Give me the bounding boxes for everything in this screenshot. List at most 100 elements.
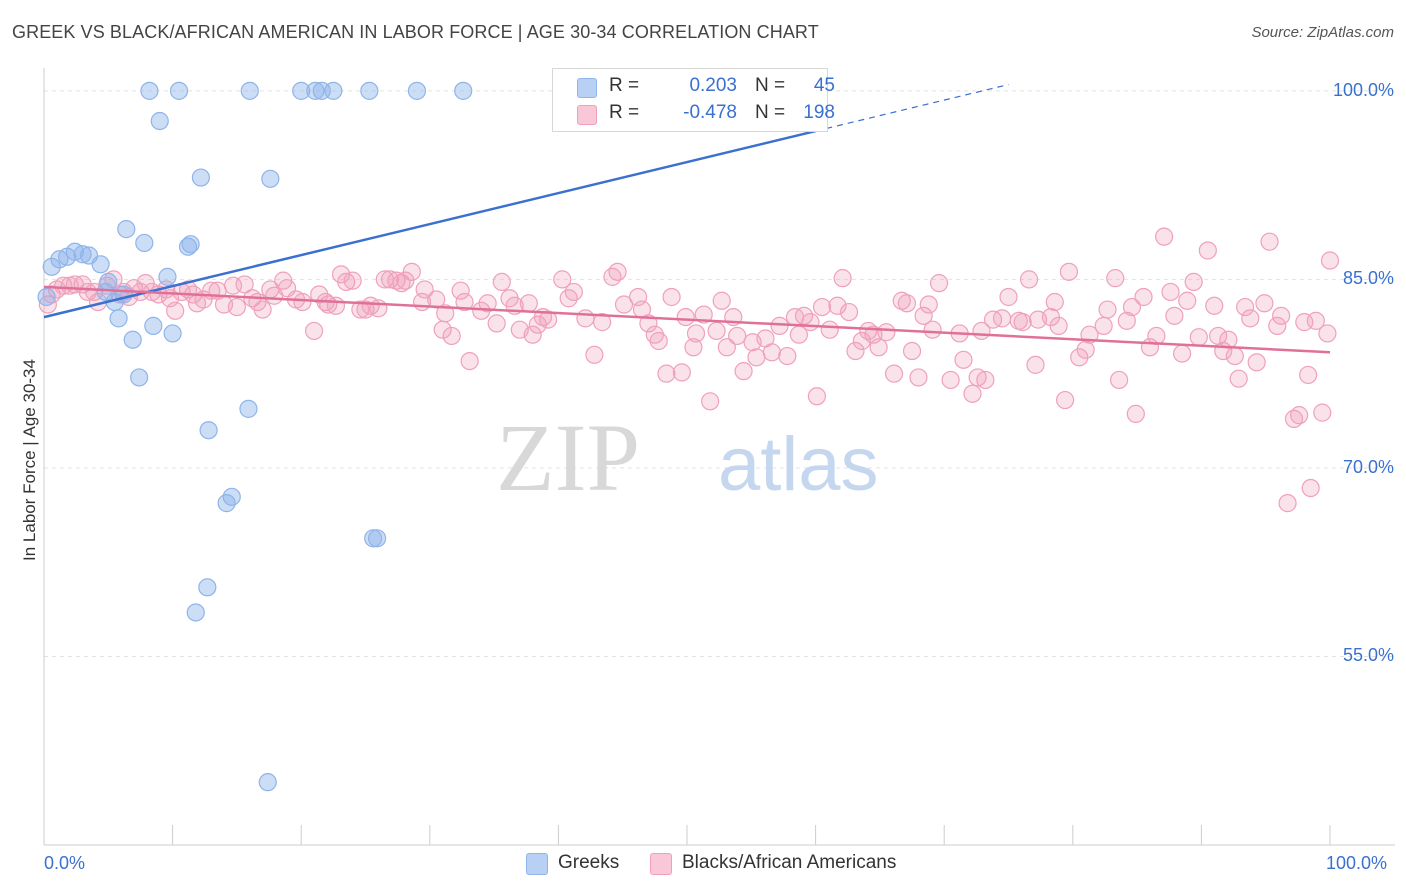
point-blacks [402,262,421,281]
point-greeks [222,487,241,506]
point-blacks [1013,313,1032,332]
axes [43,68,1395,846]
point-greeks [367,529,387,548]
chart-title: GREEK VS BLACK/AFRICAN AMERICAN IN LABOR… [12,22,819,42]
point-blacks [869,338,888,357]
point-blacks [676,307,695,327]
point-blacks [649,331,668,351]
y-tick-label: 70.0% [1342,456,1394,477]
point-greeks [181,235,200,254]
point-greeks [454,81,473,100]
legend-n-value: 198 [803,102,835,123]
bottom-legend-label-greeks: Greeks [558,852,620,873]
point-blacks [369,299,388,318]
point-blacks [1260,232,1279,251]
point-greeks [240,81,259,100]
point-greeks [364,529,383,548]
point-blacks [1290,406,1309,425]
point-blacks [684,338,703,357]
point-blacks [337,272,356,292]
point-blacks [1198,241,1217,260]
point-blacks [487,314,506,333]
point-blacks [227,297,246,317]
point-blacks [523,325,542,344]
y-axis-title: In Labor Force | Age 30-34 [20,359,39,561]
trend-lines [43,83,1331,354]
point-blacks [1320,251,1340,270]
legend-r-value: 0.203 [689,75,737,96]
point-greeks [258,773,277,792]
point-greeks [130,368,149,387]
point-blacks [1134,287,1153,307]
point-greeks [99,272,118,292]
point-blacks [1278,494,1297,513]
x-tick-label-max: 100.0% [1326,853,1388,873]
point-blacks [941,370,960,390]
point-blacks [553,270,572,289]
point-blacks [1299,365,1318,385]
point-blacks [999,287,1018,307]
point-greeks [324,81,343,100]
point-blacks [963,384,982,403]
point-blacks [593,313,612,332]
point-blacks [492,272,511,292]
point-blacks [976,370,995,390]
legend-swatch-blacks [577,105,597,125]
point-blacks [1147,326,1166,346]
point-blacks [639,314,658,333]
point-blacks [1098,300,1117,319]
point-blacks [801,313,820,332]
point-greeks [158,267,177,286]
point-blacks [235,275,254,294]
point-blacks [455,292,474,312]
point-blacks [1272,306,1291,325]
point-blacks [833,269,852,288]
y-tick-label: 100.0% [1332,79,1394,100]
watermark-atlas: atlas [718,422,879,507]
point-greeks [42,257,61,276]
legend-r-value: -0.478 [683,102,737,123]
point-greeks [163,324,182,343]
stats-legend: R = 0.203 N = 45 R = -0.478 N = 198 [552,68,835,132]
point-blacks [747,348,766,367]
trend-line-greeks-dashed [815,83,1009,132]
point-blacks [707,321,726,341]
series-blacks-points [38,227,1340,513]
point-blacks [929,274,949,293]
point-greeks [191,168,210,187]
point-greeks [140,81,159,100]
point-blacks [884,364,904,383]
point-greeks [292,81,311,100]
point-greeks [73,245,92,264]
point-blacks [576,309,595,328]
point-blacks [712,291,731,310]
point-blacks [1268,316,1287,335]
point-greeks [37,287,56,307]
point-blacks [778,346,797,366]
legend-n-label: N = [755,75,786,96]
point-greeks [123,330,142,349]
point-greeks [117,220,136,239]
bottom-legend-swatch-blacks [650,853,672,875]
point-blacks [1225,346,1244,366]
point-blacks [1306,311,1325,330]
point-blacks [1155,227,1174,246]
point-blacks [694,305,713,324]
point-blacks [919,295,938,314]
point-blacks [1019,270,1039,289]
y-tick-label: 55.0% [1342,645,1394,666]
point-blacks [310,285,329,304]
point-blacks [672,363,691,382]
point-blacks [614,295,634,314]
point-blacks [1117,311,1136,330]
point-greeks [169,81,189,100]
point-blacks [992,309,1012,328]
source-label: Source: ZipAtlas.com [1251,24,1394,41]
point-blacks [253,300,272,319]
point-blacks [442,326,461,346]
point-blacks [807,387,826,406]
point-blacks [892,291,911,310]
point-greeks [306,81,325,100]
point-blacks [1189,328,1208,347]
